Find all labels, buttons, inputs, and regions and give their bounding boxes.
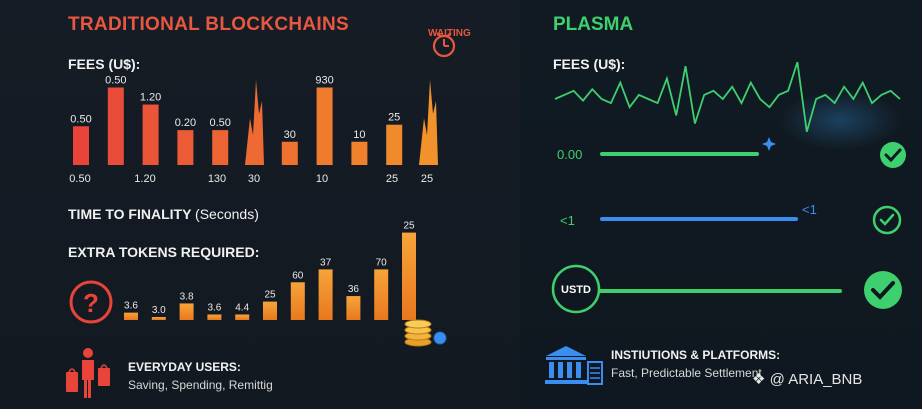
token-bar-label: 36 — [348, 284, 360, 295]
token-bar-mark — [263, 301, 277, 320]
fee-x-tick: 10 — [316, 173, 328, 185]
fee-x-tick: 25 — [421, 173, 433, 185]
coins-icon — [404, 319, 447, 347]
chart-glow — [780, 90, 900, 150]
plasma-title: PLASMA — [553, 14, 634, 35]
traditional-panel — [0, 0, 520, 409]
traditional-finality-label: TIME TO FINALITY (Seconds) — [68, 206, 259, 222]
fee-bar-mark — [73, 126, 89, 165]
institutions-title: INSTIUTIONS & PLATFORMS: — [611, 348, 781, 362]
token-bar-label: 25 — [403, 221, 415, 232]
svg-text:?: ? — [83, 288, 99, 318]
watermark-text: @ ARIA_BNB — [769, 371, 863, 388]
fee-x-tick: 25 — [386, 173, 398, 185]
fee-bar-label: 0.50 — [105, 75, 126, 87]
fee-spike-mark — [419, 79, 438, 165]
sparkle-icon — [762, 137, 776, 151]
ustd-badge-label: USTD — [561, 284, 591, 296]
fee-bar-label: 10 — [353, 129, 365, 141]
token-bar-mark — [207, 314, 222, 320]
fee-bar-mark — [386, 124, 403, 165]
check-icon-token — [864, 271, 902, 309]
fee-bar-label: 930 — [315, 75, 333, 87]
watermark-icon: ❖ — [752, 371, 766, 388]
clock-icon — [432, 32, 456, 58]
plasma-finality-value-right: <1 — [802, 202, 817, 217]
check-icon-finality — [872, 205, 902, 235]
token-bar-label: 3.6 — [207, 302, 221, 313]
fee-spike-mark — [245, 79, 264, 165]
traditional-title: TRADITIONAL BLOCKCHAINS — [68, 14, 349, 35]
fee-bar-mark — [107, 87, 124, 165]
token-bar-mark — [318, 269, 333, 320]
fee-bar-mark — [351, 141, 368, 165]
extra-tokens-label: EXTRA TOKENS REQUIRED: — [68, 244, 260, 260]
token-bar-mark — [235, 314, 250, 320]
plasma-fees-label: FEES (U$): — [553, 56, 626, 72]
token-bar-mark — [151, 317, 166, 320]
token-bar-mark — [402, 232, 416, 320]
fee-bar-label: 30 — [284, 129, 296, 141]
fee-bar-label: 0.50 — [70, 113, 91, 125]
fee-bar-label: 0.20 — [175, 117, 196, 129]
fee-bar-label: 1.20 — [140, 92, 161, 104]
institutions-subtitle: Fast, Predictable Settlement — [611, 366, 762, 380]
token-bar-mark — [290, 282, 305, 320]
question-icon: ? — [69, 280, 113, 324]
token-bar-label: 25 — [264, 290, 276, 301]
watermark: ❖ @ ARIA_BNB — [752, 370, 862, 388]
token-bar-label: 37 — [320, 257, 332, 268]
check-icon-fees — [880, 142, 906, 168]
fee-bar-label: 25 — [388, 112, 400, 124]
token-bar-label: 60 — [292, 270, 304, 281]
token-bar-label: 3.8 — [180, 291, 194, 302]
fee-bar-mark — [212, 130, 229, 165]
token-bar-mark — [179, 303, 194, 320]
users-subtitle: Saving, Spending, Remittig — [128, 378, 273, 392]
plasma-fee-value: 0.00 — [557, 147, 582, 162]
bank-icon — [545, 346, 603, 385]
token-bar-mark — [124, 312, 138, 320]
fee-x-tick: 0.50 — [69, 173, 90, 185]
fee-x-tick: 1.20 — [134, 173, 155, 185]
fee-bar-mark — [177, 130, 194, 165]
token-bar-mark — [374, 269, 389, 320]
token-bar-label: 3.0 — [152, 305, 166, 316]
users-title: EVERYDAY USERS: — [128, 360, 241, 374]
token-bar-label: 70 — [376, 257, 388, 268]
fee-x-tick: 130 — [208, 173, 226, 185]
plasma-panel — [520, 0, 922, 409]
fee-bar-mark — [316, 87, 333, 165]
finality-label-text: TIME TO FINALITY — [68, 206, 192, 222]
plasma-fee-line — [554, 61, 901, 133]
ustd-badge — [551, 264, 601, 314]
fee-bar-mark — [281, 141, 298, 165]
fee-x-tick: 30 — [248, 173, 260, 185]
shopper-icon — [66, 348, 110, 398]
plasma-finality-value: <1 — [560, 213, 575, 228]
traditional-fees-label: FEES (U$): — [68, 56, 141, 72]
token-bar-label: 4.4 — [235, 302, 249, 313]
token-bar-mark — [346, 296, 361, 320]
fee-bar-label: 0.50 — [209, 117, 230, 129]
finality-unit-text: (Seconds) — [195, 206, 259, 222]
fee-bar-mark — [142, 104, 159, 165]
token-bar-label: 3.6 — [124, 301, 138, 312]
